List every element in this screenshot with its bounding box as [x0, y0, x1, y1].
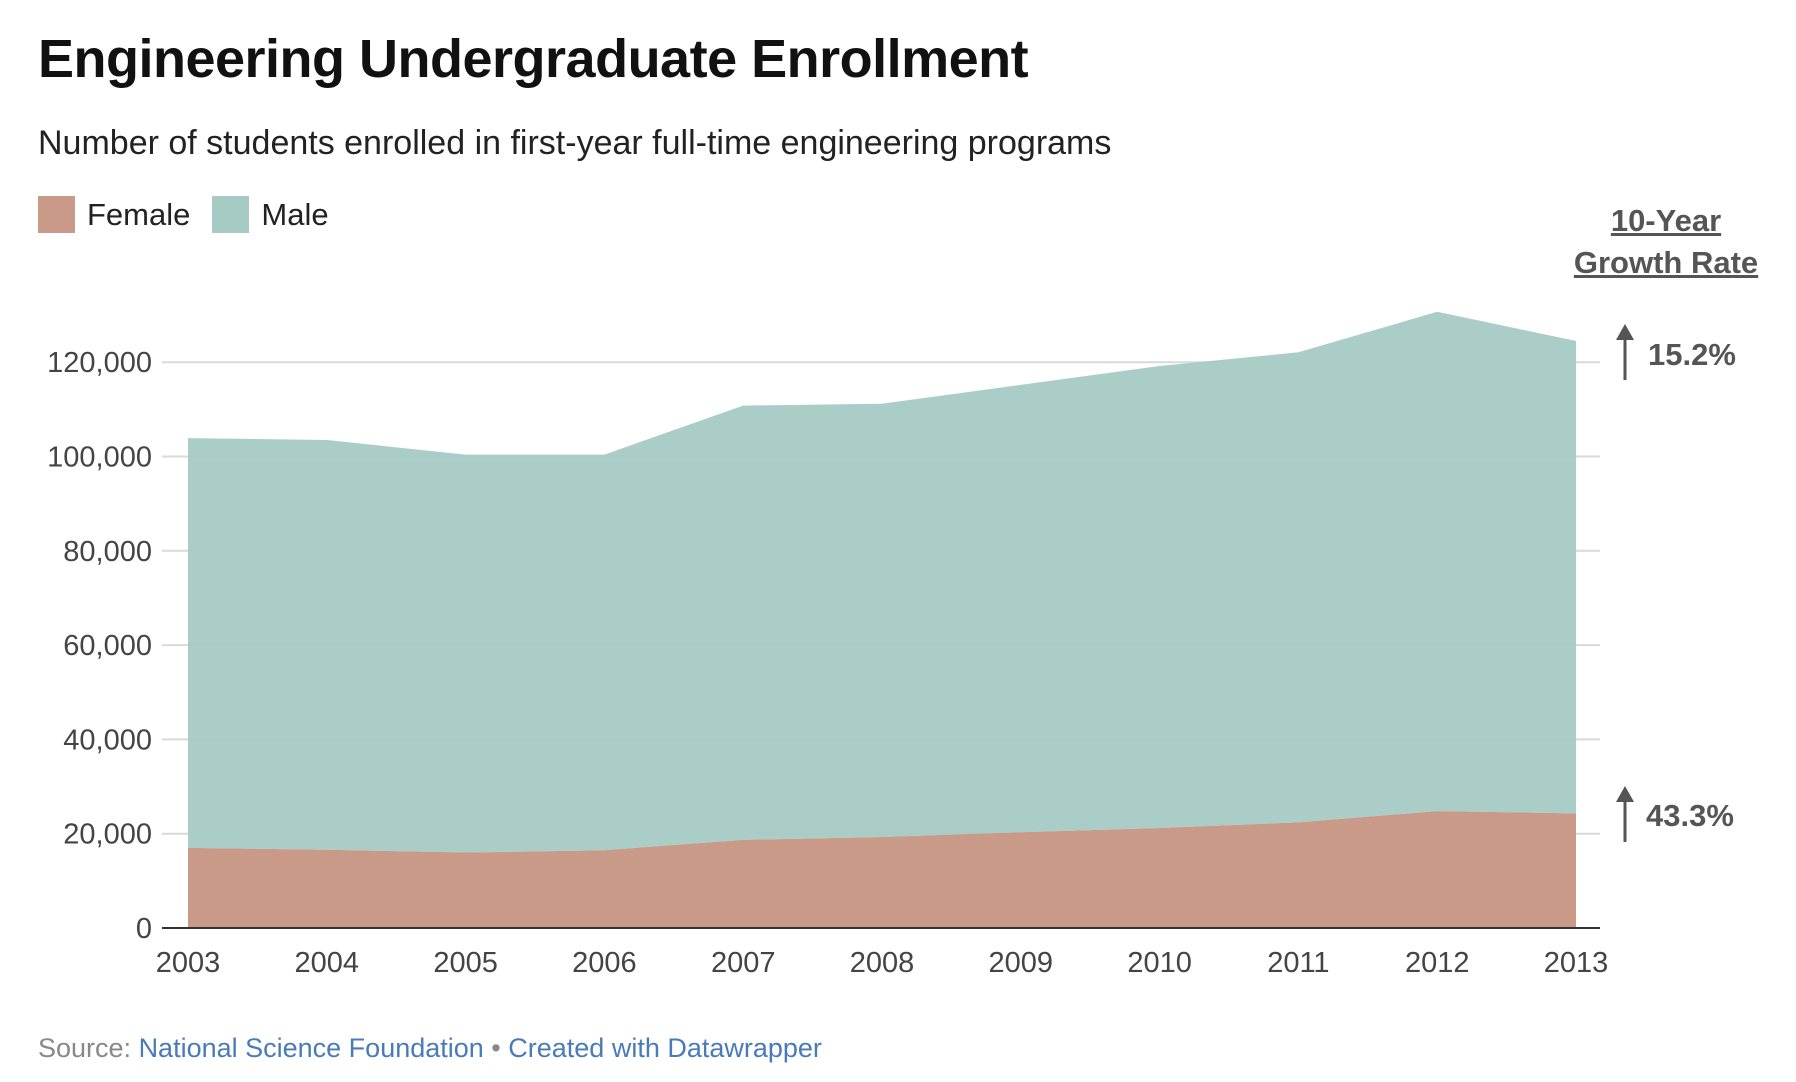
x-tick-label: 2006	[572, 947, 637, 979]
legend-item-female: Female	[38, 196, 190, 233]
area-chart: 0 20,000 40,000 60,000 80,000 100,000 120,000 2…	[47, 311, 1736, 979]
chart-title: Engineering Undergraduate Enrollment	[38, 29, 1029, 89]
legend-swatch-female	[38, 196, 75, 233]
source-prefix: Source:	[38, 1033, 139, 1063]
up-arrow-icon	[1616, 786, 1634, 842]
female-area	[188, 811, 1576, 928]
source-separator: •	[483, 1033, 509, 1063]
source-link[interactable]: National Science Foundation	[138, 1033, 484, 1063]
y-tick-label: 80,000	[63, 536, 152, 568]
source-line: Source: National Science Foundation • Cr…	[38, 1033, 822, 1064]
chart-subtitle: Number of students enrolled in first-yea…	[38, 124, 1112, 162]
x-tick-label: 2013	[1544, 947, 1609, 979]
male-area	[188, 311, 1576, 853]
x-tick-label: 2009	[989, 947, 1054, 979]
datawrapper-link[interactable]: Created with Datawrapper	[508, 1033, 822, 1063]
legend-swatch-male	[212, 196, 250, 233]
y-tick-label: 40,000	[63, 724, 152, 756]
x-tick-label: 2008	[850, 947, 915, 979]
growth-rate-heading-line1: 10-Year	[1610, 203, 1722, 238]
legend-label-male: Male	[261, 196, 329, 232]
total-growth-label: 15.2%	[1648, 337, 1736, 372]
growth-rate-heading-line2: Growth Rate	[1573, 245, 1759, 280]
legend-item-male: Male	[212, 196, 329, 233]
legend: Female Male	[38, 196, 351, 233]
x-tick-label: 2010	[1127, 947, 1192, 979]
legend-label-female: Female	[87, 196, 191, 232]
x-tick-label: 2005	[433, 947, 498, 979]
y-tick-label: 60,000	[63, 630, 152, 662]
x-tick-label: 2003	[156, 947, 221, 979]
y-tick-label: 20,000	[63, 819, 152, 851]
female-growth-label: 43.3%	[1646, 798, 1734, 833]
growth-rate-heading: 10-Year Growth Rate	[1556, 200, 1776, 284]
x-tick-label: 2004	[295, 947, 360, 979]
x-tick-label: 2011	[1267, 947, 1329, 979]
x-tick-label: 2007	[711, 947, 776, 979]
y-tick-label: 0	[136, 913, 152, 945]
y-tick-label: 100,000	[47, 442, 152, 474]
up-arrow-icon	[1616, 324, 1634, 380]
y-tick-label: 120,000	[47, 347, 152, 379]
x-tick-label: 2012	[1405, 947, 1470, 979]
